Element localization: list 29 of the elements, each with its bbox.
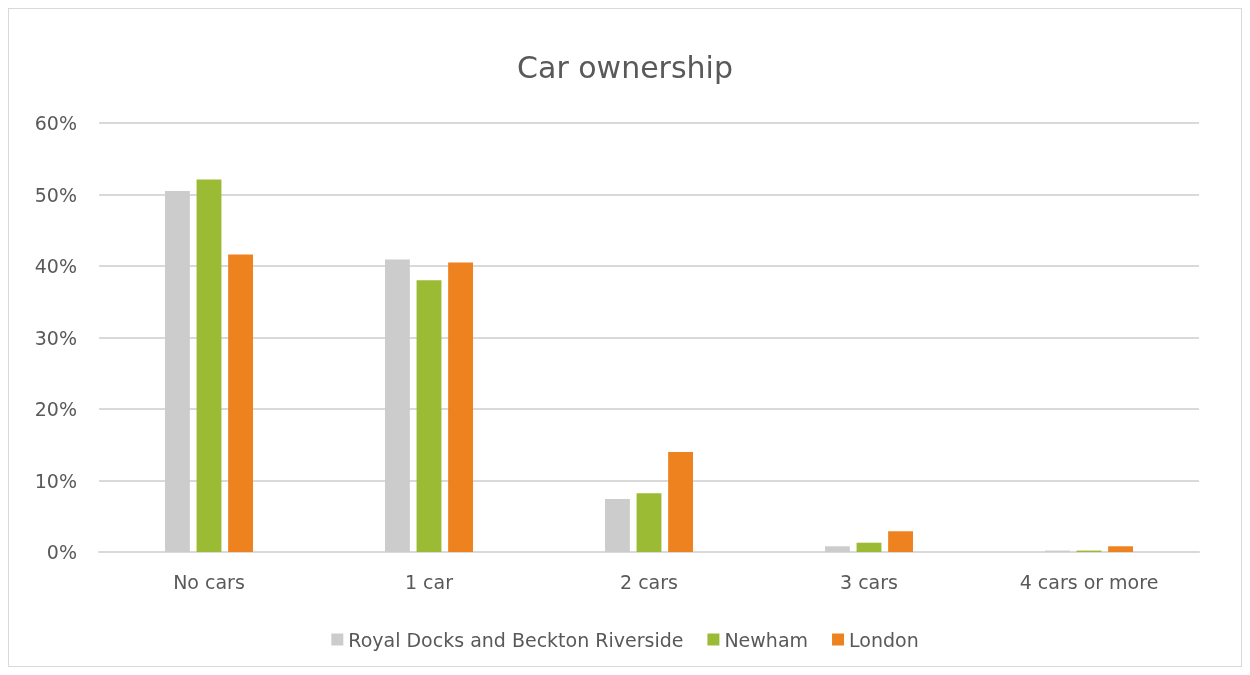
x-tick-label: 3 cars (840, 570, 898, 593)
bar (888, 531, 913, 552)
bar (165, 190, 190, 552)
y-tick-label: 10% (34, 469, 77, 492)
y-tick-label: 20% (34, 398, 77, 420)
y-tick-label: 60% (34, 112, 77, 134)
legend-label: Newham (724, 628, 809, 651)
bar (825, 546, 850, 552)
y-tick-label: 40% (34, 255, 77, 277)
bar (448, 262, 473, 552)
legend-label: London (849, 628, 919, 651)
x-tick-label: 2 cars (620, 570, 678, 593)
bar (856, 542, 882, 552)
bar (636, 493, 662, 552)
bar (416, 280, 442, 552)
y-tick-label: 50% (34, 183, 77, 206)
legend-label: Royal Docks and Beckton Riverside (348, 628, 684, 651)
bar (1108, 546, 1133, 552)
chart-title: Car ownership (517, 49, 733, 85)
x-tick-label: 4 cars or more (1019, 570, 1159, 593)
bar (605, 499, 630, 552)
x-tick-label: 1 car (404, 570, 454, 593)
x-tick-label: No cars (173, 570, 245, 593)
y-tick-label: 30% (34, 326, 77, 349)
bar (385, 259, 410, 552)
y-tick-label: 0% (46, 541, 77, 563)
bar (668, 451, 693, 552)
bar (196, 179, 222, 552)
bar (228, 254, 253, 552)
